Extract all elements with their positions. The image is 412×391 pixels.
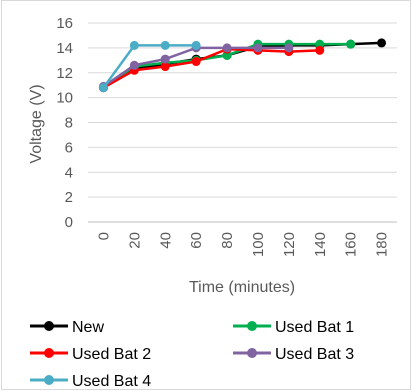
- x-tick-label: 160: [343, 232, 360, 257]
- data-point: [192, 57, 201, 66]
- data-point: [192, 41, 201, 50]
- data-point: [161, 55, 170, 64]
- x-tick-label: 80: [219, 232, 236, 249]
- x-tick-label: 100: [250, 232, 267, 257]
- y-tick-label: 8: [65, 115, 73, 132]
- x-tick-label: 20: [126, 232, 143, 249]
- x-tick-labels: 0 20 40 60 80 100 120 140 160 180: [95, 232, 390, 257]
- data-point: [130, 61, 139, 70]
- x-tick-label: 180: [374, 232, 391, 257]
- data-point: [253, 43, 262, 52]
- legend-marker: [247, 348, 257, 358]
- data-point: [161, 41, 170, 50]
- data-point: [315, 46, 324, 55]
- data-point: [223, 43, 232, 52]
- legend-label: Used Bat 1: [275, 319, 354, 336]
- legend-marker: [44, 348, 54, 358]
- y-tick-label: 14: [56, 40, 73, 57]
- x-tick-label: 0: [95, 232, 112, 240]
- y-tick-label: 16: [56, 15, 73, 32]
- data-point: [377, 38, 386, 47]
- legend-label: Used Bat 3: [275, 346, 354, 363]
- x-axis-title: Time (minutes): [189, 279, 295, 296]
- legend-marker: [44, 321, 54, 331]
- x-tick-label: 40: [157, 232, 174, 249]
- y-axis-title: Voltage (V): [28, 84, 45, 163]
- legend-label: Used Bat 2: [72, 346, 151, 363]
- series-group: [99, 38, 386, 92]
- y-tick-label: 10: [56, 90, 73, 107]
- data-point: [130, 41, 139, 50]
- legend: New Used Bat 1 Used Bat 2 Used Bat 3 Used Ba…: [30, 319, 354, 390]
- y-tick-label: 6: [65, 139, 73, 156]
- legend-marker: [247, 321, 257, 331]
- y-tick-label: 0: [65, 214, 73, 231]
- y-tick-labels: 0 2 4 6 8 10 12 14 16: [56, 15, 73, 231]
- y-tick-label: 12: [56, 65, 73, 82]
- x-tick-label: 140: [312, 232, 329, 257]
- legend-marker: [44, 375, 54, 385]
- data-point: [346, 40, 355, 49]
- data-point: [284, 43, 293, 52]
- y-tick-label: 2: [65, 189, 73, 206]
- x-tick-label: 120: [281, 232, 298, 257]
- data-point: [99, 83, 108, 92]
- legend-label: New: [72, 319, 104, 336]
- y-tick-label: 4: [65, 164, 73, 181]
- x-tick-label: 60: [188, 232, 205, 249]
- legend-label: Used Bat 4: [72, 373, 151, 390]
